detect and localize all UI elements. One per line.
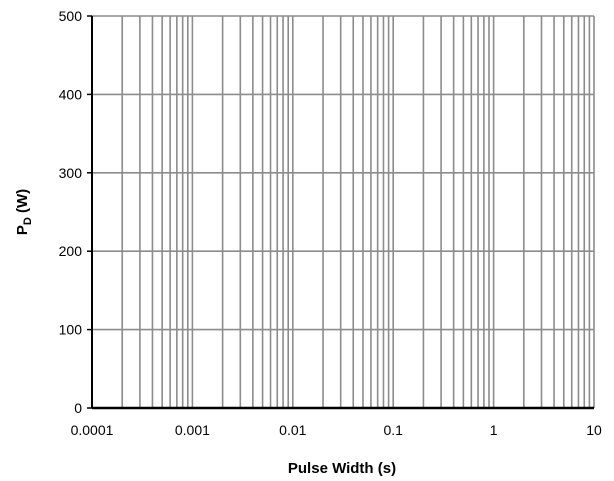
x-tick-label: 0.0001	[71, 422, 114, 438]
y-axis-label-unit: (W)	[14, 189, 31, 217]
x-tick-label: 0.001	[175, 422, 210, 438]
y-axis-label-group: PD (W)	[14, 189, 34, 235]
x-tick-label: 10	[586, 422, 602, 438]
x-tick-label: 0.01	[279, 422, 306, 438]
grid	[92, 15, 595, 408]
x-axis-label: Pulse Width (s)	[288, 460, 396, 477]
y-tick-label: 200	[59, 243, 83, 259]
y-tick-label: 500	[59, 8, 83, 24]
x-tick-label: 1	[490, 422, 498, 438]
x-tick-label: 0.1	[383, 422, 403, 438]
y-tick-label: 400	[59, 86, 83, 102]
tick-labels: 0 100 200 300 400 500 0.0001 0.001 0.01 0.1 1 10	[59, 8, 602, 438]
y-tick-label: 300	[59, 165, 83, 181]
y-axis-label-subscript: D	[22, 217, 34, 225]
y-axis-label: PD (W)	[14, 189, 34, 235]
axes	[87, 15, 594, 410]
y-tick-label: 0	[74, 400, 82, 416]
y-axis-label-main: P	[14, 225, 31, 235]
y-tick-label: 100	[59, 322, 83, 338]
